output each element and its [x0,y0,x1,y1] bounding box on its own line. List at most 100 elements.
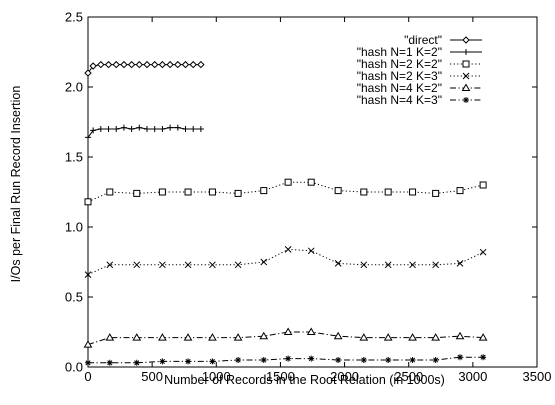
data-point [144,126,151,132]
data-point [334,187,342,195]
data-point [97,60,105,69]
data-point [408,333,417,341]
data-point [127,60,136,69]
data-point [84,198,92,206]
legend-label: "direct" [404,33,442,47]
data-point [85,134,91,141]
data-point [456,260,464,267]
data-point [158,333,167,341]
data-point [166,60,174,69]
data-point [151,126,158,132]
data-point [308,355,315,362]
data-point [234,261,242,269]
data-point [432,357,439,363]
data-point [113,126,120,132]
x-tick-label: 500 [141,369,163,384]
y-tick-label: 2.0 [65,80,83,95]
x-tick-label: 1500 [266,369,295,384]
data-point [384,261,392,269]
data-point [190,126,197,132]
series-1 [85,124,204,141]
legend-marker [462,36,470,44]
data-point [132,333,142,341]
data-point [333,331,343,340]
y-tick-label: 2.5 [65,10,83,25]
data-point [334,260,342,267]
data-point [385,357,392,363]
legend-label: "hash N=4 K=2" [357,81,442,95]
data-point [432,189,440,197]
data-point [284,246,292,253]
legend-item: "hash N=4 K=2" [357,81,482,95]
x-axis-label: Number of Records in the Root Relation (… [164,373,445,387]
data-point [431,333,441,341]
data-point [457,354,464,361]
data-point [185,358,192,365]
data-point [409,188,417,196]
x-tick-label: 3000 [458,369,487,384]
data-point [184,188,192,196]
data-point [209,358,216,365]
data-point [182,126,189,132]
data-point [478,333,488,341]
data-point [409,357,416,363]
x-tick-label: 0 [84,369,91,384]
x-tick-label: 1000 [202,369,231,384]
series-0 [84,60,205,77]
data-point [307,247,315,255]
legend: "direct""hash N=1 K=2""hash N=2 K=2""has… [357,33,482,107]
series-line [87,248,484,276]
legend-marker [462,72,470,80]
series-line [87,64,201,74]
data-point [259,331,269,340]
series-5 [85,354,487,366]
data-point [479,181,487,189]
data-point [455,331,465,340]
data-point [84,69,92,77]
data-point [128,126,135,132]
data-point [409,261,416,269]
data-point [260,357,267,363]
data-point [89,62,97,70]
y-tick-label: 1.0 [65,220,83,235]
data-point [359,333,369,341]
data-point [306,327,316,335]
data-point [112,60,120,69]
data-point [384,188,392,196]
data-point [159,358,166,365]
data-point [234,189,242,197]
data-point [106,188,114,196]
data-point [208,333,217,341]
data-point [159,126,166,132]
y-tick-label: 1.5 [65,150,83,165]
x-tick-label: 2500 [394,369,423,384]
y-tick-label: 0.5 [65,290,83,305]
data-point [159,261,166,269]
legend-marker [461,83,471,91]
series-line [87,331,484,346]
data-point [285,355,292,362]
legend-item: "hash N=2 K=2" [357,57,482,71]
series-line [88,356,484,364]
data-point [432,261,440,269]
data-point [120,60,128,69]
data-point [167,124,174,131]
axes: 0 500 1000 1500 2000 2500 3000 3500 0.0 0.5 1.0 1.5… [65,10,552,385]
series-2 [84,178,487,206]
data-point [189,60,197,69]
data-point [174,124,181,131]
data-point [360,261,368,269]
data-point [105,126,112,132]
data-point [136,124,143,131]
legend-label: "hash N=2 K=2" [357,57,442,71]
data-point [480,354,487,361]
data-point [383,333,393,341]
data-point [158,188,166,196]
x-tick-label: 3500 [523,369,552,384]
data-point [260,187,268,195]
data-point [143,60,151,69]
plot-frame [87,16,538,368]
legend-label: "hash N=4 K=3" [357,93,442,107]
data-point [133,189,141,197]
data-point [151,60,159,69]
